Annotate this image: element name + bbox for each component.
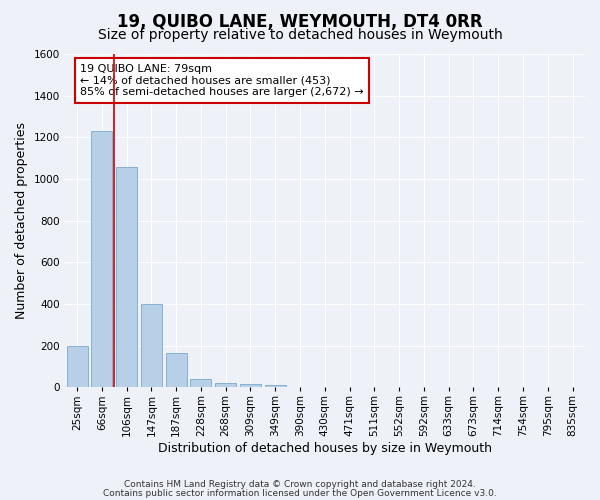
Bar	[141, 304, 162, 388]
Y-axis label: Number of detached properties: Number of detached properties	[15, 122, 28, 319]
Bar	[215, 383, 236, 388]
Bar	[116, 166, 137, 388]
Bar	[240, 384, 261, 388]
Text: Contains HM Land Registry data © Crown copyright and database right 2024.: Contains HM Land Registry data © Crown c…	[124, 480, 476, 489]
Bar	[91, 131, 112, 388]
X-axis label: Distribution of detached houses by size in Weymouth: Distribution of detached houses by size …	[158, 442, 492, 455]
Text: 19 QUIBO LANE: 79sqm
← 14% of detached houses are smaller (453)
85% of semi-deta: 19 QUIBO LANE: 79sqm ← 14% of detached h…	[80, 64, 364, 97]
Bar	[67, 346, 88, 388]
Text: 19, QUIBO LANE, WEYMOUTH, DT4 0RR: 19, QUIBO LANE, WEYMOUTH, DT4 0RR	[117, 12, 483, 30]
Text: Size of property relative to detached houses in Weymouth: Size of property relative to detached ho…	[98, 28, 502, 42]
Bar	[166, 353, 187, 388]
Bar	[265, 386, 286, 388]
Bar	[190, 379, 211, 388]
Text: Contains public sector information licensed under the Open Government Licence v3: Contains public sector information licen…	[103, 488, 497, 498]
